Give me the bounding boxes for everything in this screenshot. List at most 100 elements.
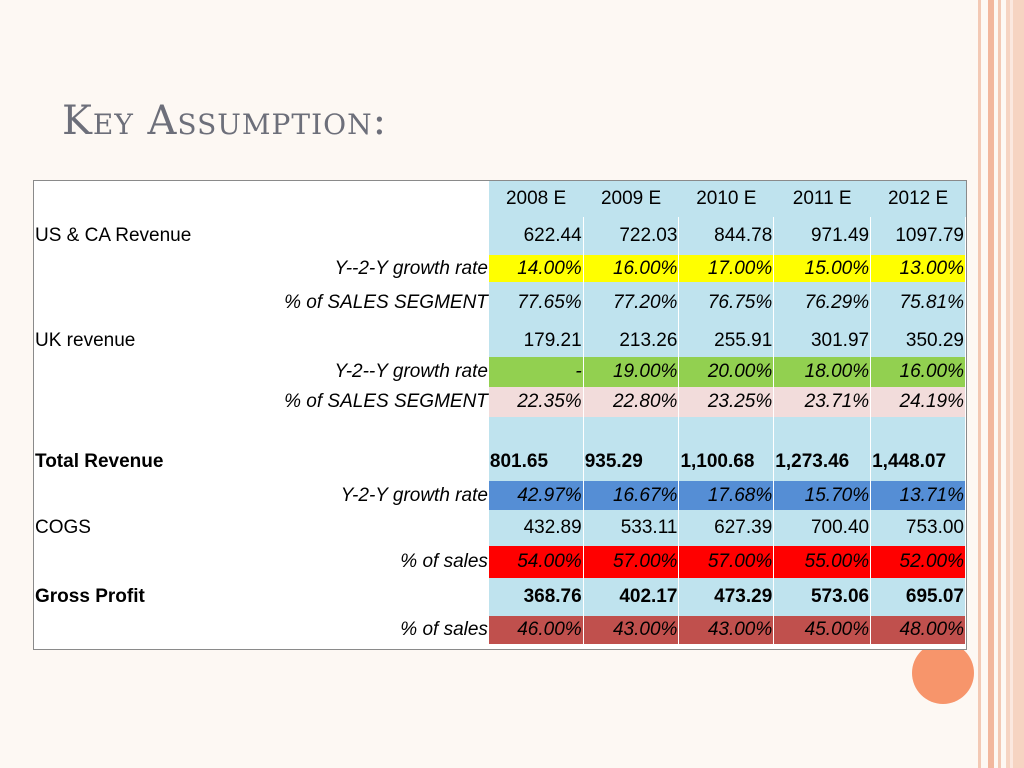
value-cell: 350.29 [870,324,966,357]
value-cell: 622.44 [488,217,584,255]
table-row: Y-2-Y growth rate 42.97% 16.67% 17.68% 1… [34,481,966,510]
value-cell: 18.00% [773,357,872,387]
value-cell: 43.00% [678,616,775,644]
value-cell: 77.20% [583,282,680,324]
spacer-cell [488,417,584,443]
value-cell: 695.07 [870,578,966,616]
value-cell: 533.11 [583,510,680,546]
value-cell: 1,273.46 [773,443,872,481]
value-cell: 971.49 [773,217,872,255]
assumption-grid: 2008 E 2009 E 2010 E 2011 E 2012 E US & … [34,181,966,644]
value-cell: 753.00 [870,510,966,546]
value-cell: 52.00% [870,546,966,578]
value-cell: 45.00% [773,616,872,644]
value-cell: 22.80% [583,387,680,417]
value-cell: 13.00% [870,255,966,282]
decor-stripe [1006,0,1024,768]
year-header: 2008 E [488,181,584,217]
year-header: 2011 E [773,181,871,217]
value-cell: 935.29 [583,443,680,481]
value-cell: 17.00% [678,255,775,282]
value-cell: 255.91 [678,324,775,357]
spacer-cell [870,417,966,443]
value-cell: 432.89 [488,510,584,546]
value-cell: 54.00% [488,546,584,578]
spacer-cell [583,417,680,443]
table-row: Y--2-Y growth rate 14.00% 16.00% 17.00% … [34,255,966,282]
row-label: % of sales [400,551,488,572]
value-cell: 1,448.07 [870,443,966,481]
value-cell: 23.71% [773,387,872,417]
decor-stripe [988,0,994,768]
decor-stripe [978,0,981,768]
row-label: Y--2-Y growth rate [334,257,488,279]
table-row: % of SALES SEGMENT 22.35% 22.80% 23.25% … [34,387,966,417]
row-label: % of SALES SEGMENT [284,391,488,412]
value-cell: 15.00% [773,255,872,282]
value-cell: 24.19% [870,387,966,417]
value-cell: 16.00% [583,255,680,282]
year-header: 2010 E [678,181,774,217]
corner-cell [34,181,489,217]
row-label: Gross Profit [35,586,145,607]
value-cell: 402.17 [583,578,680,616]
spacer-row [34,417,966,443]
value-cell: 46.00% [488,616,584,644]
table-row: Gross Profit 368.76 402.17 473.29 573.06… [34,578,966,616]
row-label: US & CA Revenue [35,225,192,246]
value-cell: 15.70% [773,481,872,510]
row-label: Y-2-Y growth rate [340,484,488,506]
value-cell: 627.39 [678,510,775,546]
value-cell: 57.00% [678,546,775,578]
value-cell: 801.65 [488,443,584,481]
value-cell: 1,100.68 [678,443,775,481]
table-row: % of sales 46.00% 43.00% 43.00% 45.00% 4… [34,616,966,644]
value-cell: 17.68% [678,481,775,510]
table-row: Total Revenue 801.65 935.29 1,100.68 1,2… [34,443,966,481]
value-cell: 13.71% [870,481,966,510]
value-cell: 76.29% [773,282,872,324]
value-cell: 19.00% [583,357,680,387]
value-cell: 301.97 [773,324,872,357]
value-cell: 48.00% [870,616,966,644]
value-cell: 22.35% [488,387,584,417]
value-cell: 1097.79 [870,217,966,255]
assumption-table: 2008 E 2009 E 2010 E 2011 E 2012 E US & … [33,180,967,650]
value-cell: 722.03 [583,217,680,255]
table-row: US & CA Revenue 622.44 722.03 844.78 971… [34,217,966,255]
value-cell: 55.00% [773,546,872,578]
table-row: % of SALES SEGMENT 77.65% 77.20% 76.75% … [34,282,966,324]
value-cell: 700.40 [773,510,872,546]
row-label: Total Revenue [35,451,164,472]
year-header: 2009 E [583,181,679,217]
spacer-cell [678,417,775,443]
row-label: COGS [35,517,91,538]
value-cell: 23.25% [678,387,775,417]
value-cell: 76.75% [678,282,775,324]
value-cell: 473.29 [678,578,775,616]
table-row: COGS 432.89 533.11 627.39 700.40 753.00 [34,510,966,546]
value-cell: 179.21 [488,324,584,357]
value-cell: - [488,357,584,387]
row-label: UK revenue [35,329,136,351]
value-cell: 75.81% [870,282,966,324]
value-cell: 42.97% [488,481,584,510]
value-cell: 20.00% [678,357,775,387]
decor-circle [912,642,974,704]
value-cell: 77.65% [488,282,584,324]
value-cell: 213.26 [583,324,680,357]
row-label: Y-2--Y growth rate [334,361,488,382]
value-cell: 43.00% [583,616,680,644]
decor-stripe [998,0,1001,768]
value-cell: 844.78 [678,217,775,255]
value-cell: 57.00% [583,546,680,578]
slide-title: Key Assumption: [62,98,388,144]
row-label: % of SALES SEGMENT [284,292,488,313]
spacer-cell [773,417,872,443]
table-row: Y-2--Y growth rate - 19.00% 20.00% 18.00… [34,357,966,387]
value-cell: 573.06 [773,578,872,616]
value-cell: 16.67% [583,481,680,510]
value-cell: 16.00% [870,357,966,387]
decor-stripe [1010,0,1013,768]
year-header: 2012 E [870,181,966,217]
